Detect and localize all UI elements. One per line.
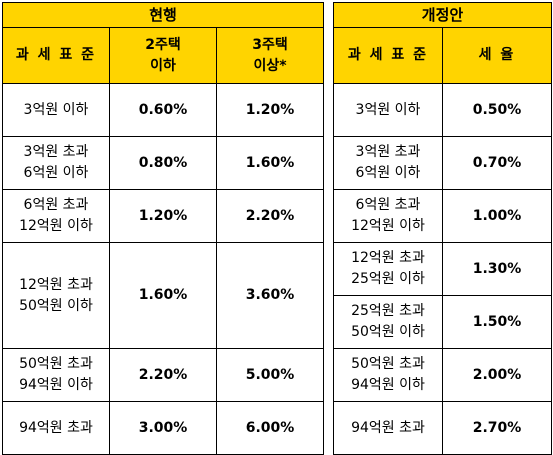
header-line: 3주택 — [252, 36, 288, 53]
rate-two-homes: 2.20% — [109, 348, 217, 402]
tax-base-line: 12억원 초과 — [351, 250, 425, 266]
tax-base-line: 3억원 이하 — [23, 101, 89, 118]
rate-three-homes: 2.20% — [215, 189, 325, 243]
rate-three-homes: 3.60% — [215, 242, 325, 349]
table-row: 12억원 초과 25억원 이하 1.30% — [333, 242, 552, 296]
tax-base-line: 50억원 초과 — [19, 356, 93, 372]
tax-base-cell: 3억원 초과 6억원 이하 — [2, 136, 110, 190]
current-header-base: 과 세 표 준 — [2, 27, 110, 84]
table-row: 6억원 초과 12억원 이하 1.00% — [333, 189, 552, 243]
rate-cell: 2.00% — [442, 348, 552, 402]
tax-base-line: 12억원 이하 — [351, 218, 425, 234]
current-header-two-homes: 2주택 이하 — [109, 27, 217, 84]
tax-base-cell: 12억원 초과 50억원 이하 — [2, 242, 110, 349]
tax-base-cell: 50억원 초과 94억원 이하 — [2, 348, 110, 402]
tax-base-cell: 94억원 초과 — [2, 401, 110, 455]
tax-base-cell: 12억원 초과 25억원 이하 — [333, 242, 443, 296]
table-row: 3억원 이하 0.50% — [333, 83, 552, 137]
table-row: 3억원 이하 0.60% 1.20% — [2, 83, 325, 137]
rate-two-homes: 0.80% — [109, 136, 217, 190]
table-row: 6억원 초과 12억원 이하 1.20% 2.20% — [2, 189, 325, 243]
rate-two-homes: 0.60% — [109, 83, 217, 137]
tax-base-line: 3억원 초과 — [355, 144, 421, 160]
rate-cell: 1.00% — [442, 189, 552, 243]
proposed-tax-table: 개정안 과 세 표 준 세 율 3억원 이하 0.50% 3억원 초과 6억원 … — [333, 2, 552, 455]
tax-base-cell: 6억원 초과 12억원 이하 — [333, 189, 443, 243]
current-title: 현행 — [1, 2, 325, 28]
rate-three-homes: 6.00% — [215, 401, 325, 455]
tax-base-line: 94억원 이하 — [351, 377, 425, 393]
rate-cell: 1.50% — [442, 295, 552, 349]
tax-base-cell: 50억원 초과 94억원 이하 — [333, 348, 443, 402]
table-row: 12억원 초과 50억원 이하 1.60% 3.60% — [2, 242, 325, 349]
table-row: 3억원 초과 6억원 이하 0.70% — [333, 136, 552, 190]
table-row: 3억원 초과 6억원 이하 0.80% 1.60% — [2, 136, 325, 190]
tax-base-line: 12억원 초과 — [19, 276, 93, 293]
tax-base-line: 6억원 초과 — [23, 197, 89, 213]
tax-base-line: 6억원 초과 — [355, 197, 421, 213]
rate-three-homes: 1.60% — [215, 136, 325, 190]
table-row: 94억원 초과 2.70% — [333, 401, 552, 455]
tax-base-cell: 94억원 초과 — [333, 401, 443, 455]
tax-base-line: 50억원 초과 — [351, 356, 425, 372]
rate-two-homes: 3.00% — [109, 401, 217, 455]
tax-base-cell: 3억원 이하 — [2, 83, 110, 137]
tax-base-cell: 6억원 초과 12억원 이하 — [2, 189, 110, 243]
rate-two-homes: 1.60% — [109, 242, 217, 349]
proposed-title: 개정안 — [333, 2, 552, 28]
tax-base-line: 50억원 이하 — [19, 297, 93, 314]
table-row: 50억원 초과 94억원 이하 2.00% — [333, 348, 552, 402]
table-row: 25억원 초과 50억원 이하 1.50% — [333, 295, 552, 349]
tax-base-line: 6억원 이하 — [355, 165, 421, 181]
current-header-three-homes: 3주택 이상* — [215, 27, 325, 84]
rate-cell: 0.50% — [442, 83, 552, 137]
tax-base-line: 3억원 초과 — [23, 144, 89, 160]
rate-two-homes: 1.20% — [109, 189, 217, 243]
tax-base-line: 50억원 이하 — [351, 324, 425, 340]
tax-base-cell: 3억원 초과 6억원 이하 — [333, 136, 443, 190]
current-tax-table: 현행 과 세 표 준 2주택 이하 3주택 이상* 3억원 이하 0.60% 1… — [1, 2, 325, 455]
table-row: 50억원 초과 94억원 이하 2.20% 5.00% — [2, 348, 325, 402]
proposed-header-base: 과 세 표 준 — [333, 27, 443, 84]
tax-base-cell: 25억원 초과 50억원 이하 — [333, 295, 443, 349]
rate-three-homes: 1.20% — [215, 83, 325, 137]
tax-base-line: 12억원 이하 — [19, 218, 93, 234]
rate-cell: 2.70% — [442, 401, 552, 455]
header-line: 이상* — [253, 57, 287, 74]
tax-base-line: 3억원 이하 — [355, 101, 421, 118]
proposed-header-rate: 세 율 — [442, 27, 552, 84]
tax-base-line: 94억원 초과 — [351, 419, 425, 436]
rate-three-homes: 5.00% — [215, 348, 325, 402]
tax-base-line: 94억원 이하 — [19, 377, 93, 393]
tax-base-line: 6억원 이하 — [23, 165, 89, 181]
header-line: 이하 — [150, 57, 176, 74]
rate-cell: 1.30% — [442, 242, 552, 296]
tax-base-line: 25억원 초과 — [351, 303, 425, 319]
header-line: 2주택 — [145, 36, 181, 53]
tax-base-line: 94억원 초과 — [19, 419, 93, 436]
rate-cell: 0.70% — [442, 136, 552, 190]
table-row: 94억원 초과 3.00% 6.00% — [2, 401, 325, 455]
tax-base-cell: 3억원 이하 — [333, 83, 443, 137]
tax-base-line: 25억원 이하 — [351, 271, 425, 287]
